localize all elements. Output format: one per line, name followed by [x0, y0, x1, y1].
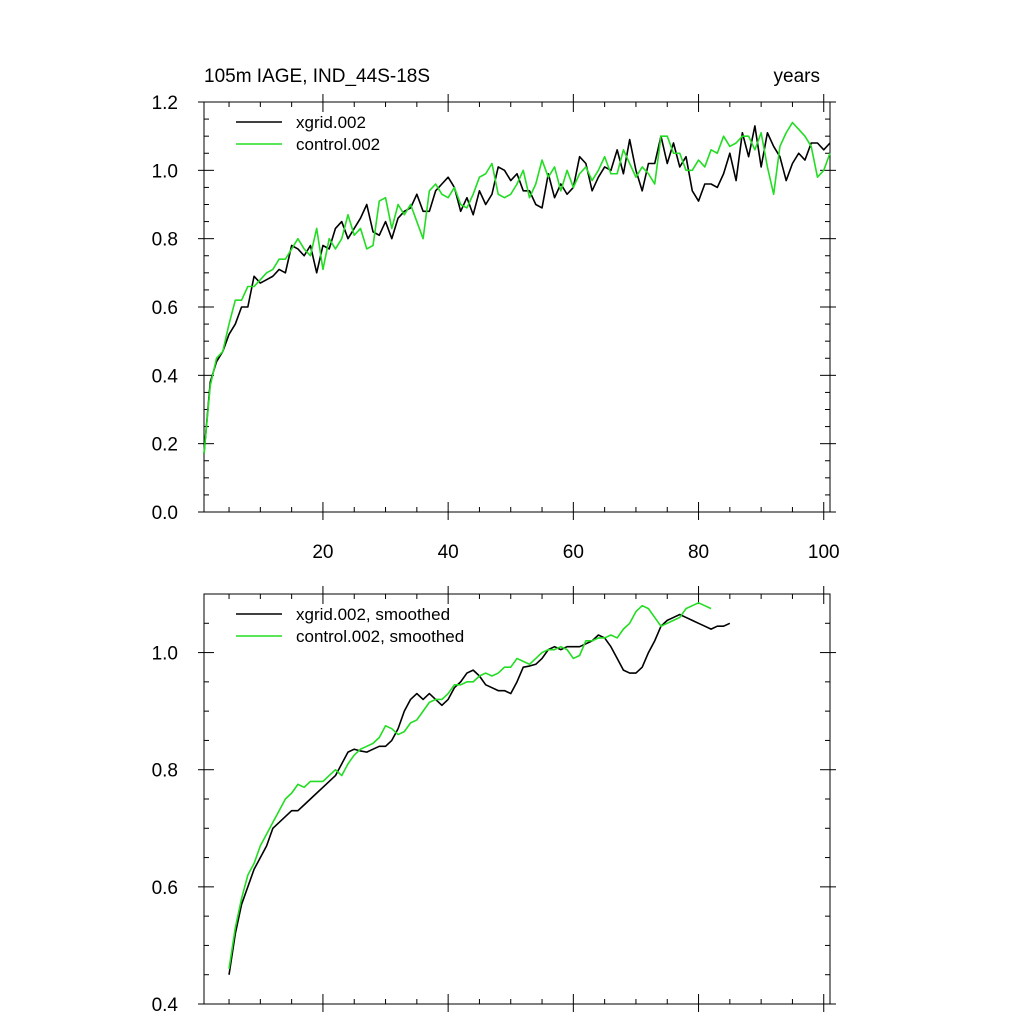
- x-tick-label: 20: [312, 542, 333, 563]
- y-tick-label: 0.0: [152, 503, 178, 524]
- chart-title: 105m IAGE, IND_44S-18S: [204, 66, 430, 87]
- series-line-xgrid: [228, 613, 731, 975]
- legend-label: control.002, smoothed: [296, 627, 464, 646]
- top-legend: xgrid.002 control.002: [236, 113, 380, 154]
- top-series-lines: [203, 121, 831, 454]
- series-line-control: [203, 121, 831, 454]
- y-tick-label: 1.0: [152, 161, 178, 182]
- units-label: years: [774, 66, 820, 87]
- y-tick-label: 0.6: [152, 298, 178, 319]
- x-tick-label: 60: [563, 542, 584, 563]
- legend-label: xgrid.002: [296, 113, 366, 132]
- y-tick-label: 1.0: [152, 644, 178, 665]
- bottom-series-lines: [228, 601, 731, 975]
- top-axes: 0.0 0.2 0.4 0.6 0.8 1.0 1.2 20 40 60 80 100: [152, 93, 840, 563]
- bottom-legend: xgrid.002, smoothed control.002, smoothed: [236, 605, 464, 646]
- series-line-control: [228, 601, 712, 969]
- legend-label: xgrid.002, smoothed: [296, 605, 450, 624]
- y-tick-label: 0.8: [152, 230, 178, 251]
- plot-frame: [203, 101, 831, 513]
- bottom-axes: 0.4 0.6 0.8 1.0: [152, 586, 836, 1016]
- top-panel: 105m IAGE, IND_44S-18S years 0.00.20.40.…: [152, 66, 840, 563]
- x-tick-label: 80: [688, 542, 709, 563]
- y-tick-label: 0.6: [152, 878, 178, 899]
- x-tick-label: 100: [808, 542, 840, 563]
- y-tick-label: 1.2: [152, 93, 178, 114]
- y-tick-label: 0.4: [152, 995, 179, 1016]
- legend-label: control.002: [296, 135, 380, 154]
- bottom-panel: 0.4 0.6 0.8 1.0 xgrid.002, smoothed control.…: [152, 586, 836, 1016]
- series-line-xgrid: [203, 125, 831, 454]
- x-tick-label: 40: [438, 542, 459, 563]
- plot-frame: [203, 593, 831, 1005]
- y-tick-label: 0.8: [152, 761, 178, 782]
- y-tick-label: 0.2: [152, 435, 178, 456]
- y-tick-label: 0.4: [152, 366, 179, 387]
